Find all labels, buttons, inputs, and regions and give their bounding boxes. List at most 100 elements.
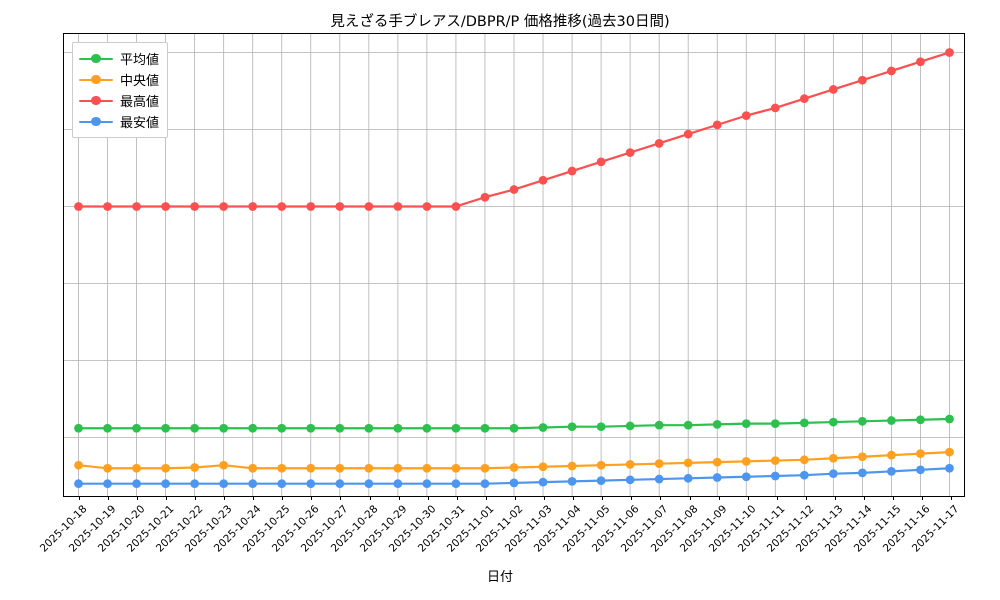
data-point — [596, 460, 606, 470]
data-point — [509, 185, 519, 194]
x-tick-mark — [544, 496, 546, 500]
data-series-layer — [74, 48, 954, 489]
x-tick-mark — [805, 496, 807, 500]
data-point — [625, 475, 635, 485]
data-point — [219, 202, 229, 211]
data-point — [190, 423, 200, 433]
data-point — [74, 423, 83, 433]
x-tick-mark — [660, 496, 662, 500]
legend-item-2[interactable]: 最高値 — [79, 90, 159, 111]
data-point — [625, 460, 635, 469]
x-tick-mark — [922, 496, 924, 500]
x-tick-mark — [951, 496, 953, 500]
data-point — [712, 120, 722, 130]
data-point — [770, 103, 780, 113]
x-tick-mark — [485, 496, 487, 500]
data-point — [509, 423, 519, 433]
data-point — [364, 479, 374, 489]
legend-item-1[interactable]: 中央値 — [79, 69, 159, 90]
data-point — [248, 463, 258, 473]
data-point — [799, 94, 809, 104]
data-point — [306, 202, 316, 211]
data-point — [277, 463, 287, 473]
data-point — [712, 457, 722, 467]
data-point — [567, 422, 577, 432]
data-point — [422, 479, 432, 489]
data-point — [306, 479, 316, 489]
x-tick-mark — [602, 496, 604, 500]
data-point — [916, 57, 925, 67]
data-point — [654, 474, 664, 484]
data-point — [887, 416, 896, 425]
legend-item-0[interactable]: 平均値 — [79, 48, 159, 69]
data-point — [103, 202, 112, 211]
data-point — [74, 460, 83, 470]
data-point — [654, 420, 664, 430]
data-point — [770, 471, 780, 481]
data-point — [538, 462, 548, 472]
data-point — [712, 473, 722, 482]
data-point — [857, 468, 867, 478]
data-point — [277, 202, 287, 211]
data-point — [945, 447, 954, 457]
series-line-2 — [77, 51, 951, 208]
data-point — [132, 423, 141, 433]
data-point — [335, 423, 345, 433]
x-tick-mark — [835, 496, 837, 500]
data-point — [741, 456, 751, 466]
x-tick-mark — [427, 496, 429, 500]
data-point — [451, 463, 461, 473]
data-point — [538, 477, 548, 487]
data-point — [306, 463, 316, 473]
data-point — [857, 75, 867, 85]
data-point — [161, 479, 171, 489]
x-tick-mark — [194, 496, 196, 500]
data-point — [625, 421, 635, 431]
data-point — [190, 202, 200, 211]
data-point — [741, 419, 751, 429]
data-point — [683, 129, 693, 139]
data-point — [364, 202, 374, 211]
data-point — [683, 458, 693, 468]
x-tick-mark — [515, 496, 516, 500]
data-point — [451, 479, 461, 489]
data-point — [103, 423, 112, 433]
data-point — [654, 459, 664, 469]
data-point — [887, 450, 896, 460]
data-point — [828, 85, 838, 94]
data-point — [480, 423, 490, 433]
data-point — [132, 202, 141, 211]
data-point — [422, 423, 432, 433]
data-point — [161, 202, 171, 211]
x-tick-mark — [864, 496, 866, 500]
x-tick-mark — [136, 496, 138, 500]
data-point — [335, 202, 345, 211]
data-point — [596, 476, 606, 485]
data-point — [248, 479, 258, 489]
x-tick-mark — [573, 496, 575, 500]
data-point — [480, 192, 490, 202]
plot-area: 50100150200250300 2025-10-182025-10-1920… — [37, 33, 965, 555]
legend-item-3[interactable]: 最安値 — [79, 111, 159, 132]
data-point — [567, 166, 577, 176]
data-point — [828, 469, 838, 479]
data-point — [219, 479, 229, 489]
data-point — [945, 463, 954, 473]
data-point — [393, 423, 403, 433]
data-point — [480, 479, 490, 489]
data-point — [887, 66, 896, 76]
x-tick-mark — [78, 496, 80, 500]
data-point — [190, 463, 200, 472]
data-point — [857, 452, 867, 462]
data-point — [161, 423, 171, 433]
data-point — [799, 470, 809, 480]
data-point — [161, 463, 171, 473]
data-point — [596, 157, 606, 167]
x-tick-mark — [369, 496, 371, 500]
data-point — [945, 414, 954, 424]
data-point — [393, 479, 403, 489]
x-tick-mark — [340, 496, 342, 500]
data-point — [654, 138, 664, 148]
data-point — [916, 465, 925, 475]
